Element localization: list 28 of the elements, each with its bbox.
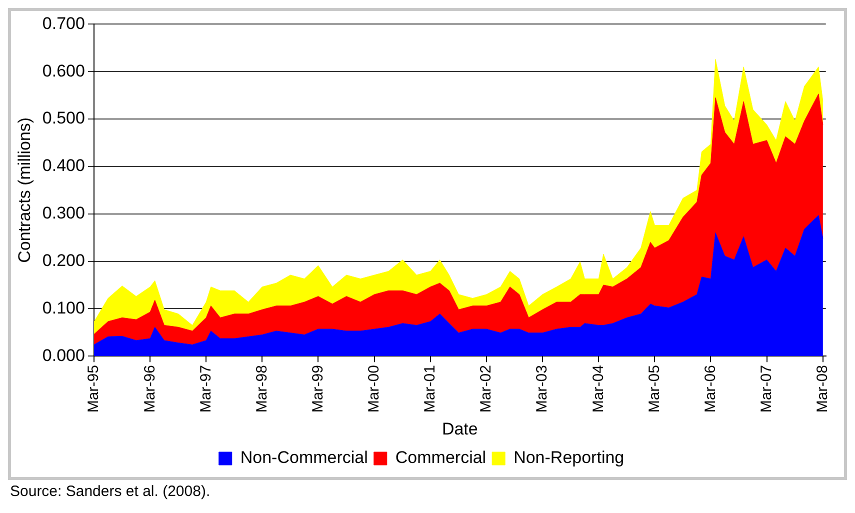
x-tick-label: Mar-08 bbox=[814, 365, 832, 413]
x-tick-label: Mar-95 bbox=[85, 365, 102, 413]
source-note: Source: Sanders et al. (2008). bbox=[8, 477, 847, 503]
x-tick-label: Mar-97 bbox=[197, 365, 214, 413]
y-tick-label: 0.200 bbox=[42, 250, 85, 270]
x-tick-label: Mar-04 bbox=[590, 365, 607, 413]
x-tick-label: Mar-02 bbox=[478, 365, 495, 413]
y-axis-title: Contracts (millions) bbox=[14, 117, 34, 263]
legend-label: Non-Commercial bbox=[240, 448, 368, 468]
x-tick-label: Mar-05 bbox=[646, 365, 663, 413]
y-tick-label: 0.500 bbox=[42, 108, 85, 128]
x-tick-label: Mar-07 bbox=[758, 365, 775, 413]
y-tick-label: 0.300 bbox=[42, 204, 85, 223]
x-tick-label: Mar-00 bbox=[366, 365, 383, 413]
x-tick-label: Mar-98 bbox=[253, 365, 270, 413]
y-tick-label: 0.700 bbox=[42, 14, 85, 33]
y-tick-label: 0.000 bbox=[42, 346, 85, 365]
x-tick-label: Mar-01 bbox=[422, 365, 439, 413]
x-tick-label: Mar-99 bbox=[309, 365, 326, 413]
x-tick-label: Mar-03 bbox=[534, 365, 551, 413]
x-tick-label: Mar-06 bbox=[702, 365, 719, 413]
y-tick-label: 0.600 bbox=[42, 61, 85, 80]
y-tick-label: 0.100 bbox=[42, 298, 85, 318]
x-axis-title: Date bbox=[442, 419, 478, 438]
legend-label: Non-Reporting bbox=[514, 448, 624, 468]
y-tick-label: 0.400 bbox=[42, 156, 85, 176]
legend-label: Commercial bbox=[395, 448, 486, 468]
x-tick-label: Mar-96 bbox=[141, 365, 158, 413]
